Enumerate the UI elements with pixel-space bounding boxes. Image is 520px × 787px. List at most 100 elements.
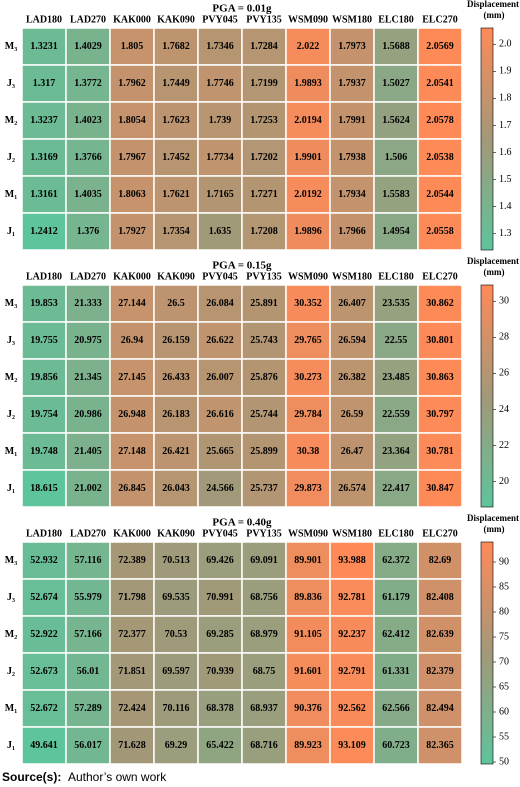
heatmap-cell — [285, 726, 331, 765]
cell-value: 92.562 — [338, 703, 366, 714]
heatmap-cell — [65, 175, 111, 214]
cell-value: 1.7354 — [162, 226, 190, 237]
heatmap-cell — [197, 432, 243, 471]
heatmap-cell — [197, 615, 243, 654]
cell-value: 68.75 — [253, 666, 276, 677]
cell-value: 25.899 — [250, 446, 278, 457]
cell-value: 68.378 — [206, 703, 234, 714]
cell-value: 70.939 — [206, 666, 234, 677]
heatmap-cell — [241, 64, 287, 103]
column-label: WSM180 — [332, 14, 372, 25]
cell-value: 26.007 — [206, 372, 234, 383]
heatmap-cell — [329, 175, 375, 214]
cell-value: 68.979 — [250, 629, 278, 640]
heatmap-cell — [285, 652, 331, 691]
heatmap-cell — [21, 101, 67, 140]
cell-value: 26.622 — [206, 335, 234, 346]
cell-value: 69.091 — [250, 555, 278, 566]
row-label: M₃ — [5, 555, 17, 566]
heatmap-cell — [153, 212, 199, 251]
heatmap-cell — [241, 175, 287, 214]
heatmap-cell — [65, 469, 111, 508]
heatmap-cell — [417, 284, 463, 323]
column-label: PVY135 — [246, 14, 282, 25]
cell-value: 30.273 — [294, 372, 322, 383]
cell-value: 26.159 — [162, 335, 190, 346]
colorbar-tick-label: 80 — [499, 606, 509, 617]
cell-value: 57.116 — [75, 555, 102, 566]
cell-value: 91.105 — [294, 629, 322, 640]
heatmap-cell — [197, 578, 243, 617]
cell-value: 1.7165 — [206, 189, 234, 200]
cell-value: 57.289 — [74, 703, 102, 714]
heatmap-cell — [109, 212, 155, 251]
heatmap-cell — [417, 64, 463, 103]
heatmap-cell — [285, 469, 331, 508]
cell-value: 1.5624 — [382, 115, 410, 126]
heatmap-cell — [197, 395, 243, 434]
heatmap-cell — [373, 689, 419, 728]
cell-value: 72.389 — [118, 555, 146, 566]
cell-value: 62.566 — [382, 703, 410, 714]
colorbar-tick-label: 24 — [499, 404, 509, 415]
column-label: LAD270 — [70, 14, 106, 25]
heatmap-cell — [241, 138, 287, 177]
heatmap-cell — [417, 578, 463, 617]
cell-value: 1.2412 — [30, 226, 58, 237]
colorbar-tick-label: 1.7 — [499, 120, 512, 131]
cell-value: 29.784 — [294, 409, 322, 420]
colorbar — [480, 27, 494, 251]
cell-value: 2.0558 — [426, 226, 454, 237]
cell-value: 2.0544 — [426, 189, 454, 200]
heatmap-cell — [153, 541, 199, 580]
cell-value: 82.379 — [426, 666, 454, 677]
heatmap-cell — [21, 578, 67, 617]
column-label: LAD180 — [26, 14, 62, 25]
heatmap-cell — [153, 358, 199, 397]
colorbar-label: (mm) — [484, 524, 505, 534]
column-label: LAD270 — [70, 528, 106, 539]
cell-value: 2.0569 — [426, 41, 454, 52]
cell-value: 26.616 — [206, 409, 234, 420]
column-label: KAK000 — [113, 14, 151, 25]
colorbar-tick-label: 1.3 — [499, 228, 512, 239]
cell-value: 1.7962 — [118, 78, 146, 89]
cell-value: 1.3161 — [30, 189, 58, 200]
heatmap-cell — [65, 101, 111, 140]
heatmap-cell — [241, 726, 287, 765]
colorbar — [480, 541, 494, 765]
cell-value: 1.3237 — [30, 115, 58, 126]
colorbar-label: Displacement — [467, 0, 519, 9]
column-label: LAD270 — [70, 271, 106, 282]
cell-value: 26.948 — [118, 409, 146, 420]
cell-value: 25.744 — [250, 409, 278, 420]
cell-value: 1.7452 — [162, 152, 190, 163]
cell-value: 2.0538 — [426, 152, 454, 163]
cell-value: 1.5583 — [382, 189, 410, 200]
cell-value: 1.7208 — [250, 226, 278, 237]
heatmap-cell — [153, 578, 199, 617]
heatmap-cell — [373, 101, 419, 140]
column-label: PVY135 — [246, 271, 282, 282]
colorbar-tick-label: 1.6 — [499, 147, 512, 158]
colorbar-label: Displacement — [467, 513, 519, 523]
cell-value: 71.628 — [118, 740, 146, 751]
cell-value: 27.144 — [118, 298, 146, 309]
cell-value: 26.433 — [162, 372, 190, 383]
heatmap-cell — [285, 138, 331, 177]
cell-value: 20.986 — [74, 409, 102, 420]
cell-value: 26.94 — [121, 335, 144, 346]
cell-value: 1.5027 — [382, 78, 410, 89]
panel-title: PGA = 0.01g — [212, 3, 272, 15]
heatmap-cell — [153, 284, 199, 323]
cell-value: 1.506 — [385, 152, 408, 163]
cell-value: 1.4035 — [74, 189, 102, 200]
cell-value: 1.739 — [209, 115, 232, 126]
cell-value: 26.382 — [338, 372, 366, 383]
row-label: J₁ — [7, 740, 15, 751]
cell-value: 52.672 — [30, 703, 58, 714]
cell-value: 25.876 — [250, 372, 278, 383]
cell-value: 91.601 — [294, 666, 322, 677]
heatmap-cell — [373, 212, 419, 251]
cell-value: 69.426 — [206, 555, 234, 566]
